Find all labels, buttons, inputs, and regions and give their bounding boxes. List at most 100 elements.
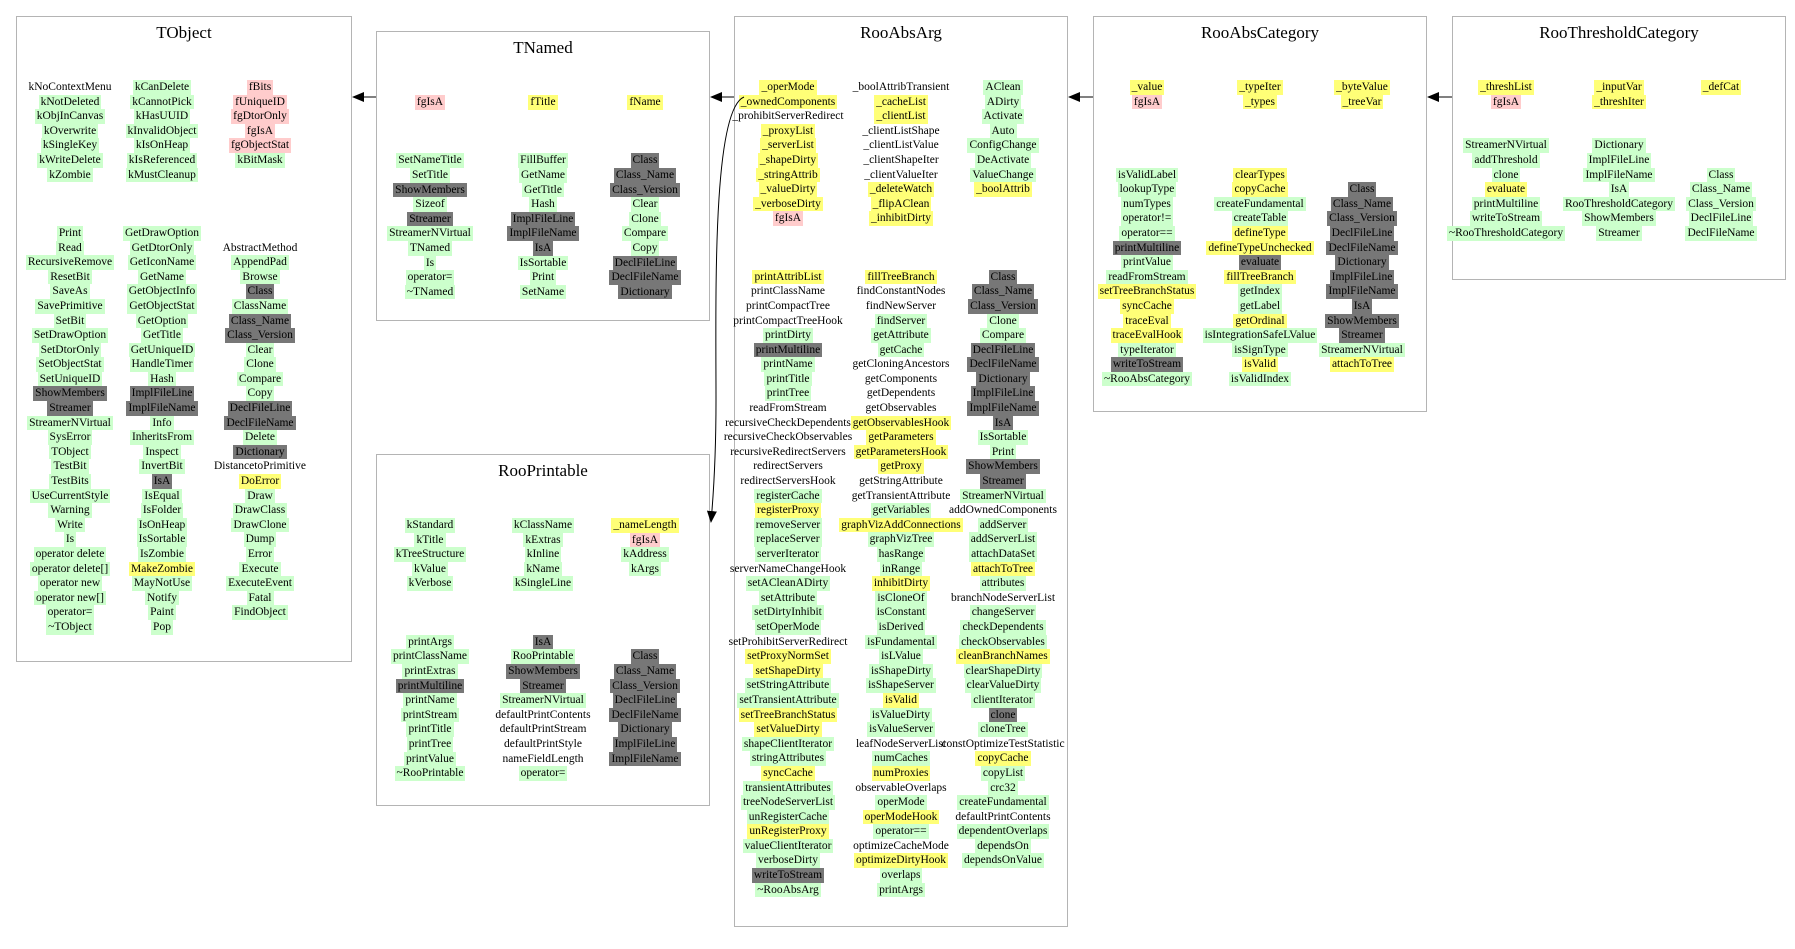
member-entry: operMode [875,795,927,810]
member-entry: checkObservables [959,634,1047,650]
member-entry: printArgs [877,882,925,898]
member-entry: fgObjectStat [228,138,292,153]
member-entry: setShapeDirty [753,663,823,679]
member-entry: SetObjectStat [36,357,104,372]
member-entry: ClassName [231,298,289,314]
member-entry: FillBuffer [518,153,568,168]
member-entry: Draw [245,488,275,504]
member-entry: Activate [981,109,1025,124]
member-entry: Clear [630,197,660,212]
member-entry: traceEval [1123,313,1171,329]
class-title: TObject [156,23,212,42]
member-entry: defaultPrintStream [499,723,587,736]
member-entry: setDirtyInhibit [752,605,824,620]
member-entry: serverNameChangeHook [729,562,847,575]
member-entry: _operMode [759,80,817,95]
member-entry: findConstantNodes [856,285,946,298]
member-entry: Clone [629,211,661,227]
member-entry: verboseDirty [755,853,821,869]
member-column: _byteValue _treeVar Class Class_Name Class_V… [1302,80,1422,372]
member-entry: IsFolder [140,503,184,518]
member-entry: fgIsA [1490,94,1522,110]
member-entry: registerProxy [755,503,821,518]
member-entry: ~RooAbsCategory [1101,371,1193,387]
member-column: _defCat Class Class_Name Class_Version DeclF… [1661,80,1781,241]
member-entry: _stringAttrib [756,167,820,183]
member-entry: kHasUUID [133,109,191,124]
member-entry: Notify [144,590,180,606]
member-entry: getAttribute [871,328,931,343]
member-entry: ~RooPrintable [394,766,466,781]
member-entry: SetDrawOption [31,328,109,343]
member-entry: printStream [400,707,460,723]
member-entry: StreamerNVirtual [387,226,473,241]
member-entry: kAddress [621,547,669,562]
member-entry: Paint [148,605,176,620]
member-entry: numTypes [1121,196,1173,212]
member-entry: isValid [883,692,919,708]
member-entry: ShowMembers [1582,211,1656,226]
member-entry: isValueServer [867,722,935,737]
member-entry: SetDtorOnly [38,342,102,358]
member-entry: kZombie [47,167,93,183]
member-entry: evaluate [1238,255,1282,270]
member-entry: GetIconName [127,255,197,270]
member-entry: dependsOn [975,838,1031,854]
member-entry: graphVizTree [867,532,935,547]
member-entry: printValue [404,751,456,767]
member-entry: isValidIndex [1228,371,1292,387]
member-entry: attachToTree [970,561,1036,577]
member-entry: IsOnHeap [136,517,188,533]
member-entry: IsA [1608,182,1630,197]
member-entry: getLabel [1237,298,1283,314]
member-entry: dependsOnValue [962,853,1044,869]
member-entry: setStringAttribute [744,678,832,693]
member-entry: Class [1706,167,1736,183]
member-entry: fgIsA [1131,94,1163,110]
member-entry: ImplFileLine [129,386,195,402]
member-entry: Class_Name [1689,182,1753,197]
member-entry: Streamer [1596,225,1642,241]
member-entry: Copy [630,240,660,256]
member-entry: kSingleKey [40,138,100,153]
member-entry: cleanBranchNames [956,649,1050,664]
class-box-tnamed: TNamed fgIsA SetNameTitle SetTitle ShowMemb… [376,31,710,321]
member-entry: ~RooAbsArg [755,882,821,898]
member-entry: IsA [532,240,554,256]
member-column: _nameLength fgIsA kAddress kArgs Class Class_… [585,518,705,767]
member-entry: IsA [532,634,554,650]
member-entry: printDirty [763,328,813,343]
member-entry: IsA [1351,298,1373,314]
member-entry: kValue [412,561,448,577]
member-entry: isCloneOf [875,590,927,606]
member-entry: fillTreeBranch [1224,269,1296,285]
member-entry: Dictionary [1592,138,1646,153]
member-entry: Print [56,225,84,241]
member-entry: printTree [406,736,454,752]
member-entry: GetName [137,269,187,285]
member-entry: branchNodeServerList [950,591,1056,604]
member-column: _typeIter _types clearTypes copyCache create… [1200,80,1320,387]
member-entry: StreamerNVirtual [960,488,1046,504]
member-entry: addOwnedComponents [949,504,1057,517]
member-entry: writeToStream [1110,357,1184,372]
member-entry: RooPrintable [510,649,576,664]
member-entry: DeclFileName [609,270,681,285]
member-entry: Hash [148,371,176,387]
member-entry: dependentOverlaps [956,824,1050,839]
member-entry: TNamed [407,240,453,256]
member-entry: getOrdinal [1233,313,1287,329]
member-entry: operator new [37,576,103,591]
member-entry: Clear [245,342,275,358]
member-entry: optimizeCacheMode [853,839,949,852]
member-entry: unRegisterProxy [747,824,829,839]
member-entry: ValueChange [970,167,1036,183]
class-title: RooPrintable [498,461,588,480]
member-entry: ImplFileLine [510,211,576,227]
member-entry: kNoContextMenu [28,81,112,93]
member-entry: AbstractMethod [222,241,298,254]
member-entry: operator delete[] [29,561,111,577]
member-entry: StreamerNVirtual [1463,138,1549,153]
class-box-tobject: TObject kNoContextMenu kNotDeleted kObjInC… [16,16,352,662]
member-entry: _typeIter [1237,80,1283,95]
